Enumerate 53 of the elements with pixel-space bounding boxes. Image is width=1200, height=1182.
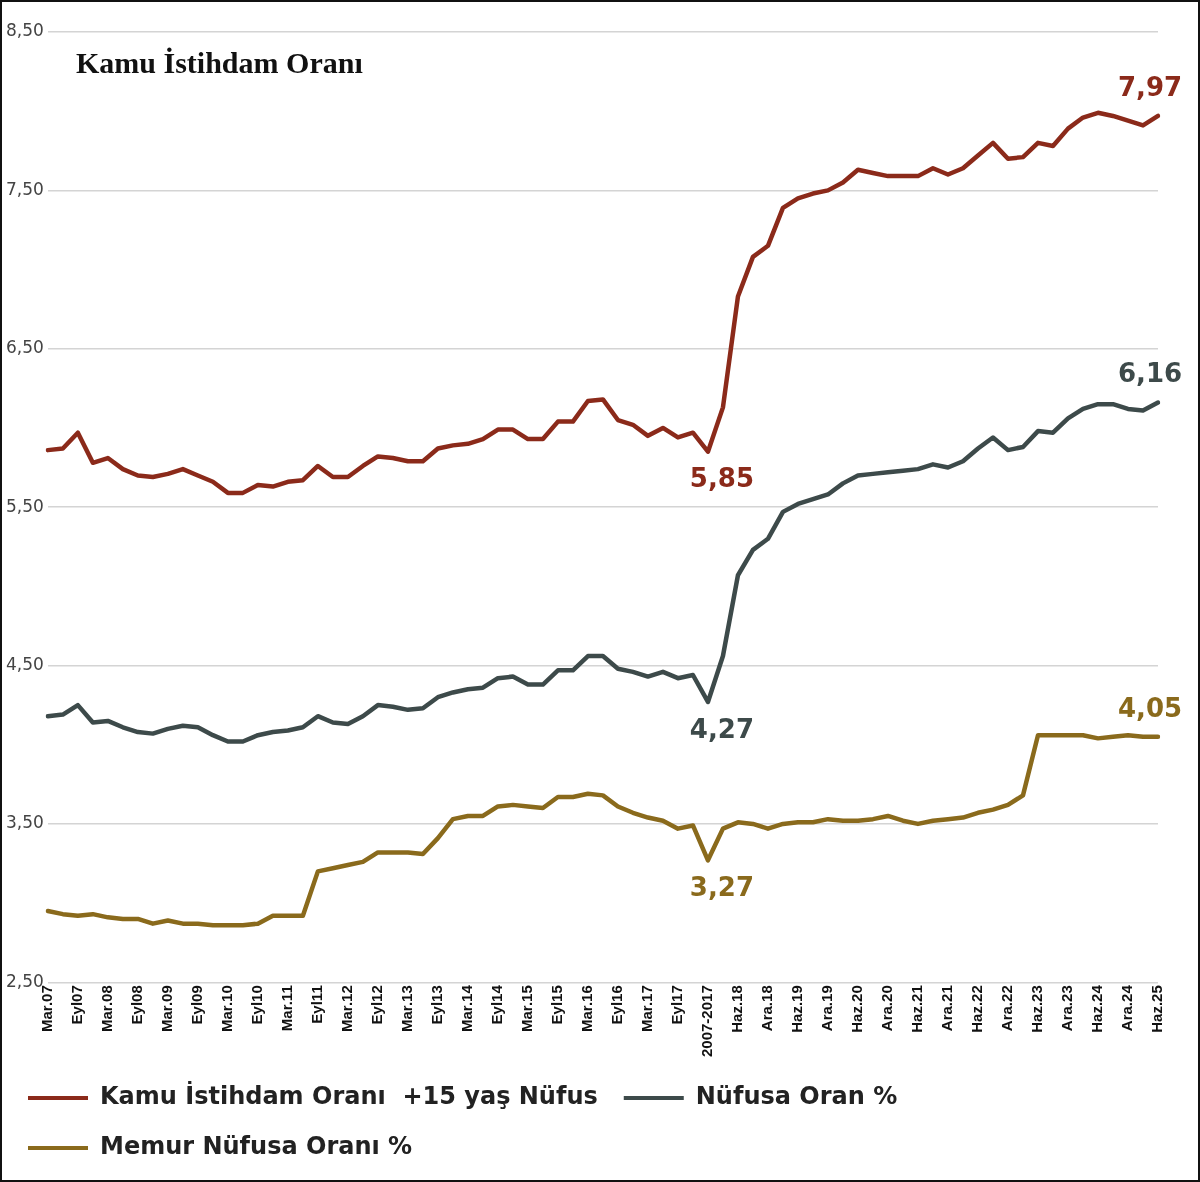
x-tick-label: Mar.09 xyxy=(158,985,176,1032)
x-tick-label: Ara.23 xyxy=(1058,985,1076,1032)
x-tick-label: Eyl17 xyxy=(668,985,686,1025)
x-tick-label: Ara.21 xyxy=(938,985,956,1032)
y-tick-label: 4,50 xyxy=(5,653,44,674)
x-tick-label: Haz.22 xyxy=(968,985,986,1033)
x-tick-label: Eyl12 xyxy=(368,985,386,1025)
x-tick-label: Mar.16 xyxy=(578,985,596,1032)
x-tick-label: Ara.19 xyxy=(818,985,836,1032)
x-tick-label: Eyl07 xyxy=(68,985,85,1025)
legend-label: Nüfusa Oran % xyxy=(695,1082,898,1111)
x-tick-label: Eyl14 xyxy=(488,984,506,1025)
data-label: 4,05 xyxy=(1117,692,1183,723)
data-label: 7,97 xyxy=(1117,71,1183,102)
legend-label: Kamu İstihdam Oranı +15 yaş Nüfus xyxy=(100,1081,598,1111)
x-tick-label: Ara.22 xyxy=(998,985,1016,1032)
x-tick-label: Eyl10 xyxy=(248,985,266,1025)
data-label: 3,27 xyxy=(689,872,755,903)
data-label: 4,27 xyxy=(689,713,755,744)
x-tick-label: 2007-2017 xyxy=(698,985,716,1057)
x-tick-label: Eyl15 xyxy=(548,985,566,1025)
x-tick-label: Ara.20 xyxy=(878,985,896,1032)
x-tick-label: Haz.19 xyxy=(788,985,806,1033)
x-tick-label: Haz.24 xyxy=(1088,984,1106,1033)
x-tick-label: Eyl08 xyxy=(128,985,145,1025)
text: Kamu İstihdam Oranı xyxy=(76,46,363,80)
y-tick-label: 8,50 xyxy=(5,20,44,41)
x-tick-label: Mar.11 xyxy=(278,985,296,1032)
y-tick-label: 7,50 xyxy=(5,178,44,199)
x-tick-label: Haz.18 xyxy=(728,985,746,1033)
x-tick-label: Mar.13 xyxy=(398,985,416,1032)
x-tick-label: Haz.23 xyxy=(1028,985,1046,1033)
data-label: 6,16 xyxy=(1117,358,1183,389)
x-tick-label: Mar.15 xyxy=(518,985,536,1032)
data-label: 5,85 xyxy=(689,463,755,494)
x-tick-label: Mar.12 xyxy=(338,985,356,1032)
legend-label: Memur Nüfusa Oranı % xyxy=(100,1132,413,1161)
x-tick-label: Eyl16 xyxy=(608,985,626,1025)
y-tick-label: 3,50 xyxy=(5,812,44,833)
y-tick-label: 6,50 xyxy=(5,337,44,358)
x-tick-label: Mar.14 xyxy=(458,984,476,1032)
y-tick-label: 5,50 xyxy=(5,495,44,516)
x-tick-label: Ara.24 xyxy=(1118,984,1136,1032)
x-tick-label: Haz.20 xyxy=(848,985,866,1033)
x-tick-label: Mar.10 xyxy=(218,985,236,1032)
x-tick-label: Mar.08 xyxy=(98,985,115,1032)
x-tick-label: Eyl09 xyxy=(188,985,206,1025)
x-tick-label: Ara.18 xyxy=(758,985,776,1032)
x-tick-label: Eyl11 xyxy=(308,985,326,1024)
x-tick-label: Eyl13 xyxy=(428,985,446,1025)
x-tick-label: Mar.17 xyxy=(638,985,656,1032)
x-tick-label: Haz.25 xyxy=(1148,985,1166,1033)
x-tick-label: Haz.21 xyxy=(908,985,926,1033)
